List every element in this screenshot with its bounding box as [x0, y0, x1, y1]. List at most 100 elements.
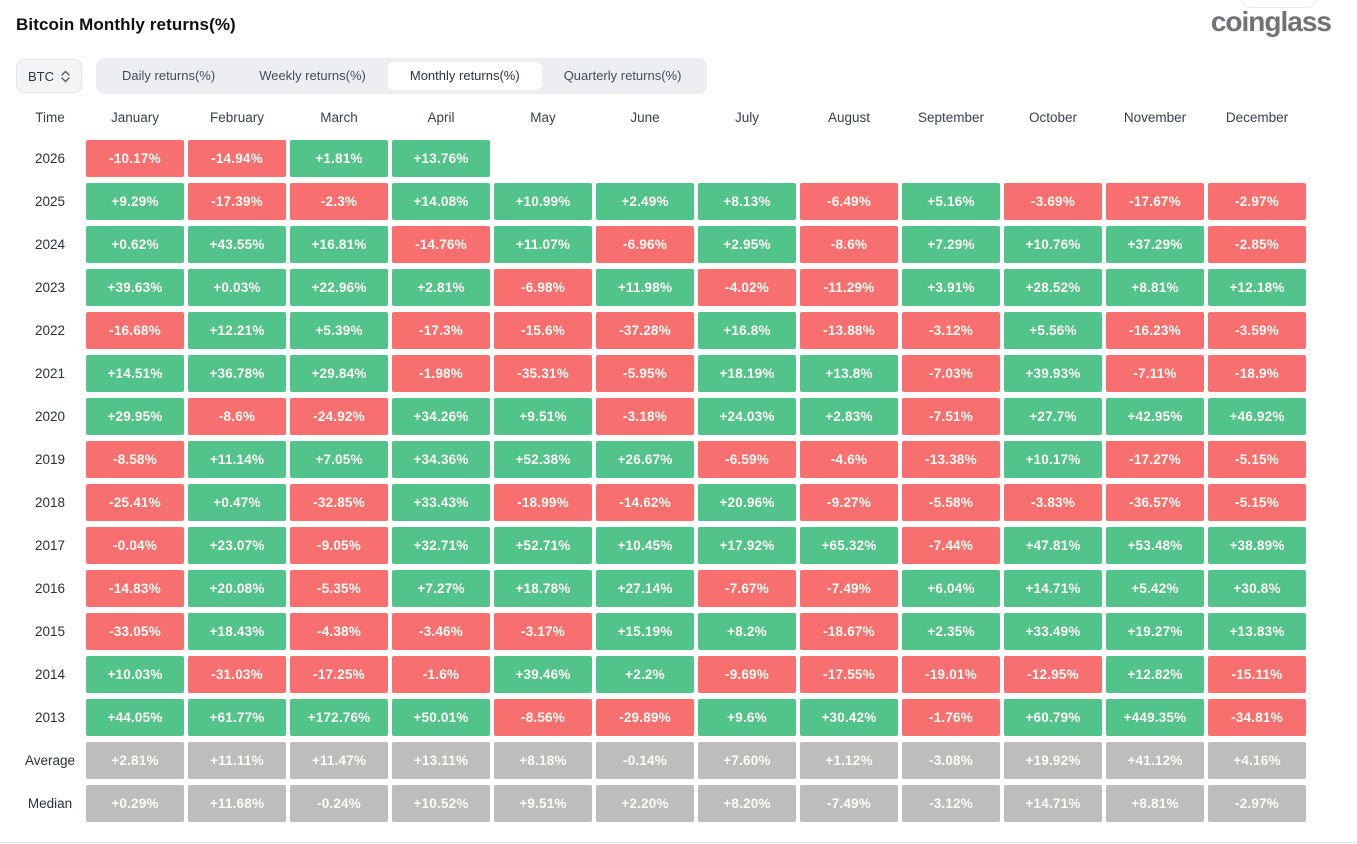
row-label: 2019 — [34, 452, 66, 467]
symbol-select[interactable]: BTC — [16, 59, 82, 93]
return-cell: +5.16% — [902, 183, 1000, 220]
row-label: 2026 — [34, 151, 66, 166]
return-cell: -4.02% — [698, 269, 796, 306]
return-cell: +32.71% — [392, 527, 490, 564]
return-cell: -5.35% — [290, 570, 388, 607]
return-cell: +15.19% — [596, 613, 694, 650]
return-cell: -2.85% — [1208, 226, 1306, 263]
return-cell: +65.32% — [800, 527, 898, 564]
return-cell: +29.84% — [290, 355, 388, 392]
return-cell: +26.67% — [596, 441, 694, 478]
return-cell: +13.76% — [392, 140, 490, 177]
symbol-select-value: BTC — [28, 68, 54, 84]
return-cell: -17.55% — [800, 656, 898, 693]
return-cell: -13.88% — [800, 312, 898, 349]
table-row-: 2018 -25.41% +0.47% -32.85% +33.43% -18.99% -1… — [16, 484, 1308, 521]
return-cell: -9.69% — [698, 656, 796, 693]
return-cell: +8.81% — [1106, 785, 1204, 822]
return-cell: -17.25% — [290, 656, 388, 693]
table-row-median: Median +0.29% +11.68% -0.24% +10.52% +9.51% +2… — [16, 785, 1308, 822]
return-cell: -33.05% — [86, 613, 184, 650]
table-row-: 2020 +29.95% -8.6% -24.92% +34.26% +9.51% -3.1… — [16, 398, 1308, 435]
row-label: 2016 — [34, 581, 66, 596]
return-cell: -18.9% — [1208, 355, 1306, 392]
row-label: 2023 — [34, 280, 66, 295]
return-cell: -2.97% — [1208, 785, 1306, 822]
return-cell: +50.01% — [392, 699, 490, 736]
return-cell: +20.08% — [188, 570, 286, 607]
month-header-april: April — [427, 109, 455, 125]
return-cell — [1004, 140, 1102, 177]
table-row-: 2014 +10.03% -31.03% -17.25% -1.6% +39.46% +2.… — [16, 656, 1308, 693]
return-cell: +2.35% — [902, 613, 1000, 650]
return-cell: +7.05% — [290, 441, 388, 478]
return-cell: +27.14% — [596, 570, 694, 607]
month-header-july: July — [734, 109, 759, 125]
month-header-october: October — [1028, 109, 1078, 125]
return-cell: +11.98% — [596, 269, 694, 306]
row-label: 2020 — [34, 409, 66, 424]
return-cell: +0.62% — [86, 226, 184, 263]
table-row-: 2026 -10.17% -14.94% +1.81% +13.76% — [16, 140, 1308, 177]
return-cell: -4.6% — [800, 441, 898, 478]
return-cell: +41.12% — [1106, 742, 1204, 779]
return-cell: -12.95% — [1004, 656, 1102, 693]
returns-period-tabs: Daily returns(%) Weekly returns(%) Monthly… — [96, 58, 708, 94]
row-label: 2021 — [34, 366, 66, 381]
updown-chevron-icon — [61, 70, 70, 83]
return-cell: -34.81% — [1208, 699, 1306, 736]
row-label: Median — [27, 796, 73, 811]
table-row-: 2013 +44.05% +61.77% +172.76% +50.01% -8.56% -… — [16, 699, 1308, 736]
return-cell: +8.18% — [494, 742, 592, 779]
return-cell: +14.71% — [1004, 785, 1102, 822]
return-cell: +6.04% — [902, 570, 1000, 607]
return-cell: -6.98% — [494, 269, 592, 306]
return-cell: -3.08% — [902, 742, 1000, 779]
return-cell: +449.35% — [1106, 699, 1204, 736]
return-cell: +7.29% — [902, 226, 1000, 263]
tab-weekly-returns[interactable]: Weekly returns(%) — [259, 68, 366, 83]
return-cell: +2.49% — [596, 183, 694, 220]
return-cell: -7.67% — [698, 570, 796, 607]
return-cell: -3.46% — [392, 613, 490, 650]
return-cell: -3.17% — [494, 613, 592, 650]
table-row-average: Average +2.81% +11.11% +11.47% +13.11% +8.18%… — [16, 742, 1308, 779]
return-cell: +33.43% — [392, 484, 490, 521]
return-cell: +14.51% — [86, 355, 184, 392]
return-cell: +46.92% — [1208, 398, 1306, 435]
return-cell: +28.52% — [1004, 269, 1102, 306]
returns-table: Time January February March April May June July… — [16, 104, 1308, 828]
return-cell: +172.76% — [290, 699, 388, 736]
return-cell: +10.52% — [392, 785, 490, 822]
month-header-february: February — [209, 109, 265, 125]
row-label: 2022 — [34, 323, 66, 338]
return-cell: +42.95% — [1106, 398, 1204, 435]
return-cell: -3.18% — [596, 398, 694, 435]
return-cell: +2.83% — [800, 398, 898, 435]
tab-quarterly-returns[interactable]: Quarterly returns(%) — [563, 68, 682, 83]
return-cell: +61.77% — [188, 699, 286, 736]
return-cell: -8.6% — [800, 226, 898, 263]
return-cell: +10.17% — [1004, 441, 1102, 478]
row-label: Average — [24, 753, 76, 768]
tab-daily-returns[interactable]: Daily returns(%) — [122, 68, 216, 83]
return-cell: +2.95% — [698, 226, 796, 263]
return-cell: +5.39% — [290, 312, 388, 349]
coinglass-logo: coinglass — [1210, 6, 1332, 37]
return-cell: +39.46% — [494, 656, 592, 693]
tab-monthly-returns[interactable]: Monthly returns(%) — [387, 62, 542, 90]
return-cell: +27.7% — [1004, 398, 1102, 435]
return-cell — [698, 140, 796, 177]
return-cell: +2.81% — [86, 742, 184, 779]
return-cell: -4.38% — [290, 613, 388, 650]
row-label: 2025 — [34, 194, 66, 209]
return-cell: +0.47% — [188, 484, 286, 521]
return-cell: -35.31% — [494, 355, 592, 392]
return-cell: -18.67% — [800, 613, 898, 650]
return-cell: +1.81% — [290, 140, 388, 177]
return-cell: +1.12% — [800, 742, 898, 779]
month-header-june: June — [630, 109, 660, 125]
row-label: 2014 — [34, 667, 66, 682]
return-cell: -5.95% — [596, 355, 694, 392]
return-cell: +2.2% — [596, 656, 694, 693]
